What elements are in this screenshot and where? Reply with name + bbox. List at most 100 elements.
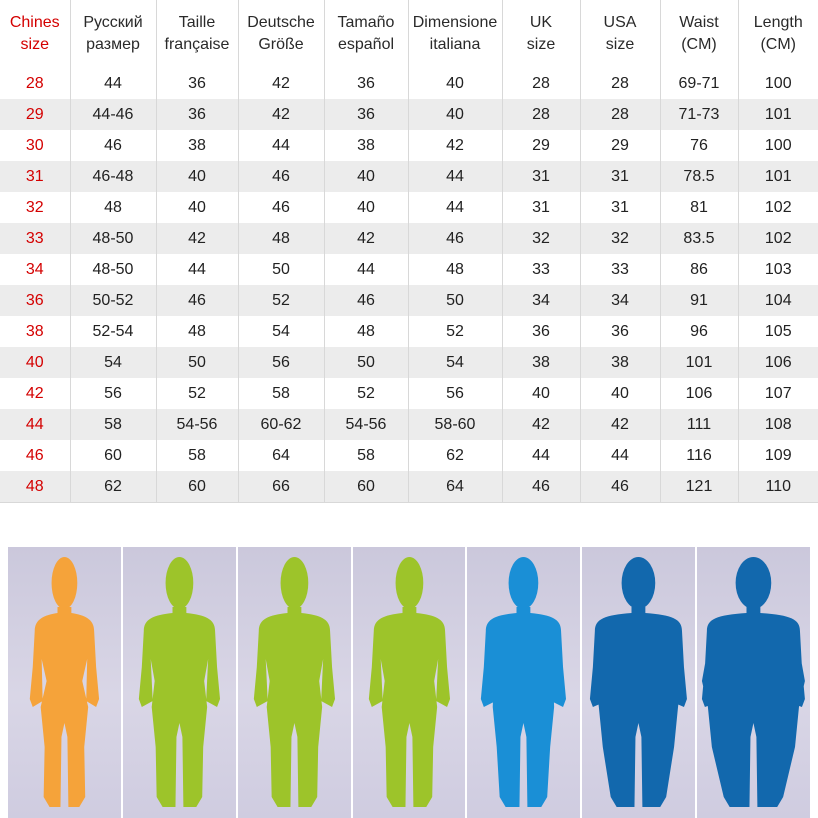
table-cell: 60-62	[238, 409, 325, 440]
table-cell: 54-56	[324, 409, 409, 440]
table-cell: 38	[156, 130, 239, 161]
header-cell: USA size	[580, 0, 661, 68]
table-cell: 58	[324, 440, 409, 471]
table-row: 42 56 52 58 52 56 40 40 106 107	[0, 378, 818, 409]
table-cell: 54	[408, 347, 503, 378]
table-cell: 42	[238, 68, 325, 99]
table-cell: 69-71	[660, 68, 739, 99]
body-shape	[481, 607, 567, 807]
table-cell: 28	[580, 68, 661, 99]
table-cell: 60	[324, 471, 409, 503]
table-cell: 48	[70, 192, 157, 223]
table-cell: 40	[408, 99, 503, 130]
chinese-size-cell: 46	[0, 440, 71, 471]
header-cell: Taille française	[156, 0, 239, 68]
table-row: 38 52-54 48 54 48 52 36 36 96 105	[0, 316, 818, 347]
table-cell: 44	[324, 254, 409, 285]
header-cell: Chines size	[0, 0, 71, 68]
header-cell: Tamaño español	[324, 0, 409, 68]
table-cell: 52	[238, 285, 325, 316]
table-cell: 96	[660, 316, 739, 347]
slim-figure-icon	[29, 557, 100, 807]
table-cell: 44	[408, 161, 503, 192]
table-cell: 52-54	[70, 316, 157, 347]
table-cell: 44-46	[70, 99, 157, 130]
table-cell: 58	[238, 378, 325, 409]
table-cell: 107	[764, 384, 792, 402]
chinese-size-cell: 34	[0, 254, 71, 285]
body-shape	[368, 607, 450, 807]
table-cell: 40	[324, 192, 409, 223]
header-cell: UK size	[502, 0, 581, 68]
table-cell: 78.5	[660, 161, 739, 192]
table-cell: 48-50	[70, 223, 157, 254]
header-cell: Deutsche Größe	[238, 0, 325, 68]
table-cell: 81	[660, 192, 739, 223]
table-cell: 54	[238, 316, 325, 347]
table-cell: 38	[580, 347, 661, 378]
table-cell: 83.5	[660, 223, 739, 254]
table-cell: 56	[408, 378, 503, 409]
table-row: 31 46-48 40 46 40 44 31 31 78.5 101	[0, 161, 818, 192]
table-row: 40 54 50 56 50 54 38 38 101 106	[0, 347, 818, 378]
regular-figure-icon	[138, 557, 220, 807]
table-row: 36 50-52 46 52 46 50 34 34 91 104	[0, 285, 818, 316]
table-cell: 101	[660, 347, 739, 378]
very-heavy-figure-icon	[702, 557, 806, 807]
table-cell: 48-50	[70, 254, 157, 285]
table-cell: 109	[764, 446, 792, 464]
table-cell: 46	[70, 130, 157, 161]
table-cell: 36	[324, 99, 409, 130]
table-cell: 28	[502, 99, 581, 130]
table-cell: 105	[764, 322, 792, 340]
table-row: 48 62 60 66 60 64 46 46 121 110	[0, 471, 818, 503]
body-type-panel	[122, 547, 236, 818]
table-cell: 44	[580, 440, 661, 471]
table-cell: 52	[408, 316, 503, 347]
table-cell: 106	[738, 347, 818, 378]
head-shape	[735, 557, 772, 609]
body-type-panel	[352, 547, 466, 818]
table-cell: 58	[70, 409, 157, 440]
size-rows: 28 44 36 42 36 40 28 28 69-71 100 29 44-46 36 42 36 40 2…	[0, 68, 818, 503]
table-cell: 42	[502, 409, 581, 440]
head-shape	[51, 557, 78, 609]
header-row: Chines size Русский размер Taille frança…	[0, 0, 818, 68]
table-cell: 42	[238, 99, 325, 130]
table-cell: 44	[502, 440, 581, 471]
table-cell: 64	[238, 440, 325, 471]
table-cell: 38	[324, 130, 409, 161]
body-shape	[138, 607, 220, 807]
chinese-size-cell: 38	[0, 316, 71, 347]
table-cell: 46	[156, 285, 239, 316]
table-cell: 42	[408, 130, 503, 161]
table-cell: 52	[324, 378, 409, 409]
table-cell: 34	[580, 285, 661, 316]
table-row: 30 46 38 44 38 42 29 29 76 100	[0, 130, 818, 161]
table-cell: 60	[70, 440, 157, 471]
table-cell: 106	[660, 378, 739, 409]
header-cell: Русский размер	[70, 0, 157, 68]
table-cell: 56	[238, 347, 325, 378]
head-shape	[280, 557, 309, 609]
table-cell: 58	[156, 440, 239, 471]
chinese-size-cell: 42	[0, 378, 71, 409]
table-cell: 48	[408, 254, 503, 285]
table-cell: 42	[580, 409, 661, 440]
table-cell: 48	[238, 223, 325, 254]
table-cell: 40	[580, 378, 661, 409]
table-row: 33 48-50 42 48 42 46 32 32 83.5 102	[0, 223, 818, 254]
table-cell: 28	[502, 68, 581, 99]
table-cell: 62	[70, 471, 157, 503]
table-cell: 103	[764, 260, 792, 278]
table-cell: 44	[408, 192, 503, 223]
table-cell: 48	[156, 316, 239, 347]
table-cell: 46	[238, 192, 325, 223]
table-cell: 60	[156, 471, 239, 503]
table-row: 28 44 36 42 36 40 28 28 69-71 100	[0, 68, 818, 99]
table-row: 29 44-46 36 42 36 40 28 28 71-73 101	[0, 99, 818, 130]
table-cell: 52	[156, 378, 239, 409]
body-shape	[253, 607, 335, 807]
body-type-panel	[467, 547, 581, 818]
